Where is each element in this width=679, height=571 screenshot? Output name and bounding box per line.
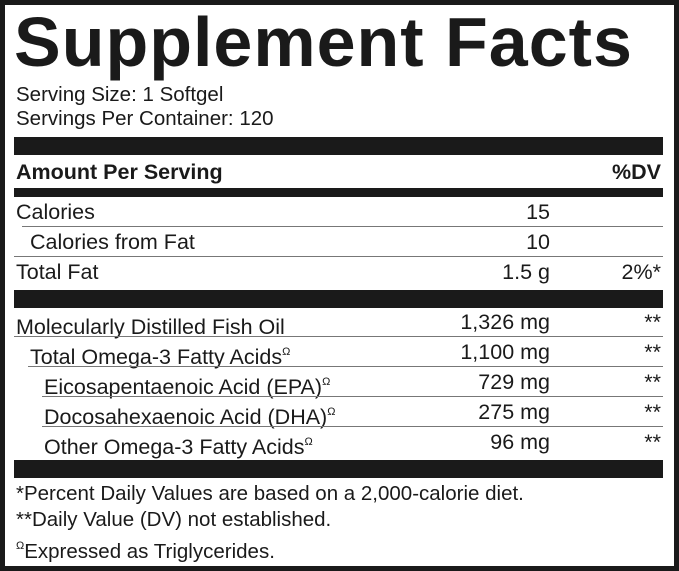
dv-header: %DV bbox=[612, 160, 661, 184]
ingredient-row: Molecularly Distilled Fish Oil 1,326 mg … bbox=[14, 307, 663, 339]
row-divider bbox=[14, 336, 663, 337]
nutrient-amount: 15 bbox=[526, 200, 550, 224]
nutrient-dv: 2%* bbox=[621, 260, 661, 284]
ingredient-amount: 1,326 mg bbox=[460, 310, 550, 334]
serving-size: Serving Size: 1 Softgel bbox=[16, 83, 224, 106]
nutrient-amount: 10 bbox=[526, 230, 550, 254]
nutrient-name: Calories bbox=[16, 200, 95, 224]
ingredient-amount: 96 mg bbox=[490, 430, 550, 454]
ingredient-dv: ** bbox=[644, 400, 661, 424]
ingredient-dv: ** bbox=[644, 430, 661, 454]
nutrient-row: Calories 15 bbox=[14, 197, 663, 227]
divider-bar bbox=[14, 290, 663, 308]
ingredient-name: Docosahexaenoic Acid (DHA)Ω bbox=[44, 405, 336, 429]
nutrient-name: Calories from Fat bbox=[30, 230, 195, 254]
ingredient-amount: 1,100 mg bbox=[460, 340, 550, 364]
amount-per-serving-label: Amount Per Serving bbox=[16, 160, 223, 184]
nutrient-amount: 1.5 g bbox=[502, 260, 550, 284]
row-divider bbox=[14, 256, 663, 257]
ingredient-name: Eicosapentaenoic Acid (EPA)Ω bbox=[44, 375, 331, 399]
ingredient-dv: ** bbox=[644, 340, 661, 364]
ingredient-name: Molecularly Distilled Fish Oil bbox=[16, 315, 285, 339]
nutrient-row: Total Fat 1.5 g 2%* bbox=[14, 257, 663, 287]
ingredient-name: Total Omega-3 Fatty AcidsΩ bbox=[30, 345, 291, 369]
ingredient-amount: 275 mg bbox=[478, 400, 550, 424]
panel-title: Supplement Facts bbox=[14, 3, 633, 81]
footnote-dv-basis: *Percent Daily Values are based on a 2,0… bbox=[16, 482, 524, 505]
footnote-triglycerides: ΩExpressed as Triglycerides. bbox=[16, 540, 275, 563]
row-divider bbox=[42, 396, 663, 397]
ingredient-row: Total Omega-3 Fatty AcidsΩ 1,100 mg ** bbox=[14, 337, 663, 369]
ingredient-amount: 729 mg bbox=[478, 370, 550, 394]
nutrient-row: Calories from Fat 10 bbox=[14, 227, 663, 257]
footnote-dv-not-established: **Daily Value (DV) not established. bbox=[16, 508, 332, 531]
nutrient-name: Total Fat bbox=[16, 260, 99, 284]
divider-bar bbox=[14, 137, 663, 155]
divider-bar bbox=[14, 188, 663, 197]
row-divider bbox=[42, 426, 663, 427]
servings-per-container: Servings Per Container: 120 bbox=[16, 107, 274, 130]
ingredient-dv: ** bbox=[644, 370, 661, 394]
divider-bar bbox=[14, 460, 663, 478]
row-divider bbox=[22, 226, 663, 227]
row-divider bbox=[28, 366, 663, 367]
ingredient-name: Other Omega-3 Fatty AcidsΩ bbox=[44, 435, 313, 459]
header-row: Amount Per Serving %DV bbox=[14, 157, 663, 187]
ingredient-row: Docosahexaenoic Acid (DHA)Ω 275 mg ** bbox=[14, 397, 663, 429]
ingredient-row: Eicosapentaenoic Acid (EPA)Ω 729 mg ** bbox=[14, 367, 663, 399]
ingredient-dv: ** bbox=[644, 310, 661, 334]
ingredient-row: Other Omega-3 Fatty AcidsΩ 96 mg ** bbox=[14, 427, 663, 459]
